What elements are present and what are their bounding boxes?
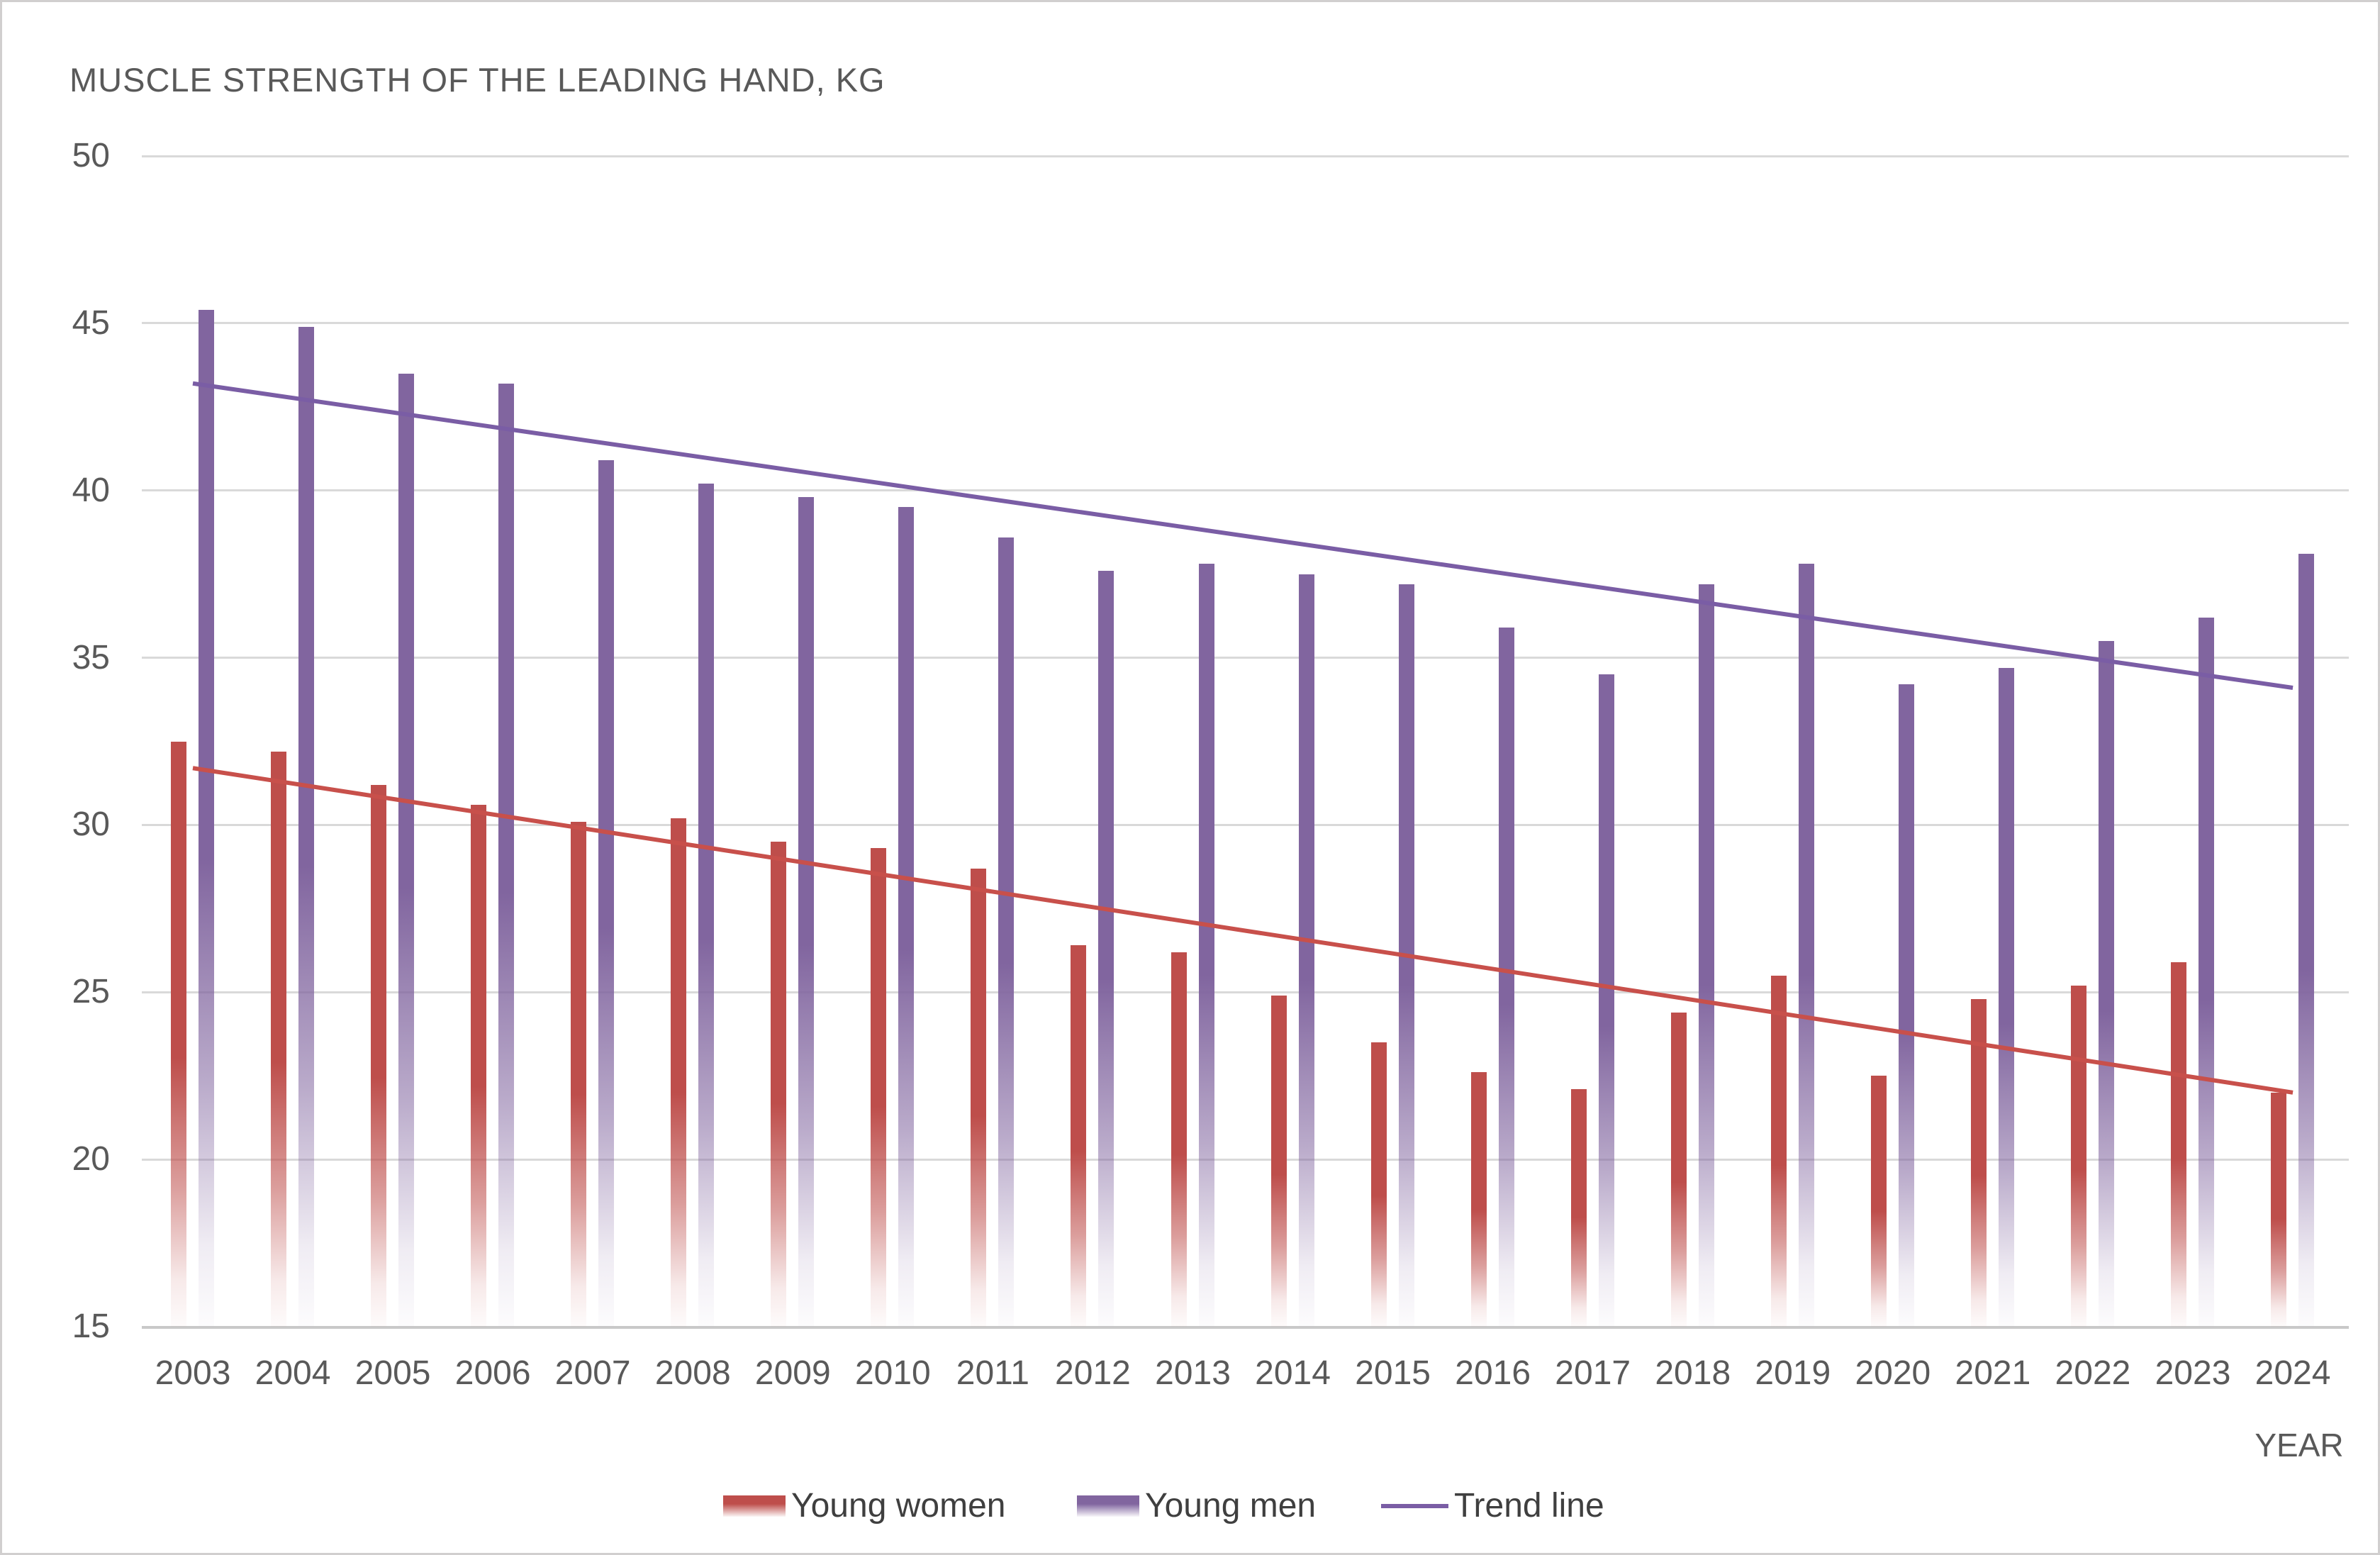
chart-title: MUSCLE STRENGTH OF THE LEADING HAND, KG — [69, 61, 885, 99]
bar-young-men-2014 — [1298, 574, 1314, 1327]
x-tick-label-2021: 2021 — [1955, 1354, 2031, 1392]
bar-young-men-2003 — [199, 309, 214, 1327]
bar-young-women-2016 — [1470, 1072, 1487, 1327]
x-tick-label-2019: 2019 — [1755, 1354, 1831, 1392]
x-tick-label-2009: 2009 — [754, 1354, 831, 1392]
legend: Young women Young men Trend line — [2, 1481, 2378, 1531]
bar-young-women-2012 — [1071, 945, 1087, 1327]
legend-item-young-men: Young men — [1077, 1481, 1316, 1531]
y-tick-label-40: 40 — [72, 471, 110, 509]
y-tick-label-15: 15 — [72, 1308, 110, 1345]
x-tick-label-2006: 2006 — [454, 1354, 531, 1392]
bar-young-men-2023 — [2199, 617, 2214, 1327]
legend-label-young-women: Young women — [791, 1487, 1006, 1525]
bar-young-women-2008 — [671, 818, 687, 1327]
bar-young-men-2004 — [298, 326, 315, 1327]
x-tick-label-2016: 2016 — [1455, 1354, 1531, 1392]
legend-item-young-women: Young women — [723, 1481, 1005, 1531]
x-tick-label-2024: 2024 — [2255, 1354, 2331, 1392]
bar-young-women-2021 — [1970, 998, 1987, 1327]
x-tick-label-2017: 2017 — [1555, 1354, 1631, 1392]
y-tick-label-45: 45 — [72, 303, 110, 342]
x-tick-label-2022: 2022 — [2055, 1354, 2131, 1392]
bar-young-women-2017 — [1570, 1089, 1587, 1327]
bar-young-men-2013 — [1198, 564, 1214, 1327]
plot-area — [142, 155, 2349, 1329]
gridline-15 — [142, 1325, 2349, 1329]
bar-young-women-2007 — [571, 821, 587, 1327]
x-tick-label-2010: 2010 — [854, 1354, 931, 1392]
gridline-50 — [142, 155, 2349, 157]
legend-swatch-young-women — [723, 1495, 786, 1517]
bar-young-women-2023 — [2171, 962, 2186, 1327]
y-tick-label-35: 35 — [72, 638, 110, 676]
bar-young-women-2014 — [1270, 996, 1287, 1327]
gridline-40 — [142, 489, 2349, 492]
bar-young-women-2011 — [971, 868, 987, 1327]
bar-young-men-2008 — [698, 484, 715, 1327]
bar-young-men-2006 — [498, 383, 515, 1327]
legend-trend-line-sample — [1381, 1504, 1448, 1508]
bar-young-women-2018 — [1670, 1012, 1687, 1327]
bar-young-men-2017 — [1598, 674, 1614, 1327]
bar-young-men-2016 — [1498, 628, 1514, 1327]
x-tick-label-2020: 2020 — [1855, 1354, 1931, 1392]
bar-young-women-2022 — [2070, 985, 2086, 1327]
gridline-45 — [142, 322, 2349, 325]
bar-young-women-2010 — [871, 848, 887, 1327]
gridline-35 — [142, 657, 2349, 659]
bar-young-women-2006 — [471, 805, 487, 1327]
bar-young-men-2019 — [1798, 564, 1814, 1327]
trend-lines-overlay — [192, 381, 2294, 1095]
trend-line-young-men- — [192, 381, 2294, 690]
bar-young-women-2019 — [1770, 975, 1787, 1327]
bar-young-women-2005 — [371, 784, 387, 1327]
bar-young-men-2011 — [998, 537, 1015, 1327]
bar-young-women-2013 — [1171, 952, 1187, 1327]
bar-young-men-2012 — [1098, 570, 1114, 1327]
x-tick-label-2005: 2005 — [354, 1354, 431, 1392]
bar-young-men-2009 — [798, 497, 815, 1327]
bar-young-men-2018 — [1698, 584, 1714, 1327]
bar-young-women-2009 — [771, 842, 787, 1327]
x-tick-label-2008: 2008 — [654, 1354, 731, 1392]
gridline-25 — [142, 991, 2349, 993]
bar-young-women-2020 — [1870, 1076, 1887, 1327]
legend-swatch-young-men — [1077, 1495, 1139, 1517]
legend-label-trend-line: Trend line — [1454, 1487, 1604, 1525]
bar-young-women-2015 — [1370, 1042, 1387, 1327]
x-tick-label-2004: 2004 — [255, 1354, 331, 1392]
y-tick-label-20: 20 — [72, 1140, 110, 1178]
legend-item-trend-line: Trend line — [1381, 1481, 1604, 1531]
gridline-30 — [142, 823, 2349, 826]
bar-young-men-2022 — [2098, 640, 2114, 1327]
x-tick-label-2012: 2012 — [1055, 1354, 1131, 1392]
x-axis-title: YEAR — [2255, 1427, 2344, 1464]
x-tick-label-2015: 2015 — [1355, 1354, 1431, 1392]
bar-young-women-2024 — [2271, 1092, 2287, 1327]
x-tick-label-2011: 2011 — [956, 1354, 1029, 1392]
bar-young-men-2010 — [898, 507, 915, 1327]
trend-line-young-women- — [192, 766, 2294, 1095]
bar-young-men-2021 — [1998, 667, 2014, 1327]
bar-young-men-2007 — [598, 460, 615, 1327]
x-tick-label-2003: 2003 — [155, 1354, 231, 1392]
x-tick-label-2013: 2013 — [1155, 1354, 1231, 1392]
x-tick-label-2007: 2007 — [554, 1354, 631, 1392]
gridline-20 — [142, 1158, 2349, 1161]
bar-young-men-2005 — [398, 373, 415, 1327]
x-tick-label-2023: 2023 — [2155, 1354, 2231, 1392]
x-tick-label-2014: 2014 — [1255, 1354, 1331, 1392]
bar-young-women-2004 — [271, 751, 287, 1327]
bar-young-women-2003 — [171, 741, 186, 1327]
x-tick-label-2018: 2018 — [1655, 1354, 1731, 1392]
y-tick-label-30: 30 — [72, 806, 110, 844]
y-tick-label-50: 50 — [72, 137, 110, 174]
bar-young-men-2024 — [2298, 554, 2315, 1327]
bar-young-men-2020 — [1898, 684, 1914, 1327]
legend-label-young-men: Young men — [1145, 1487, 1317, 1525]
y-tick-label-25: 25 — [72, 973, 110, 1011]
